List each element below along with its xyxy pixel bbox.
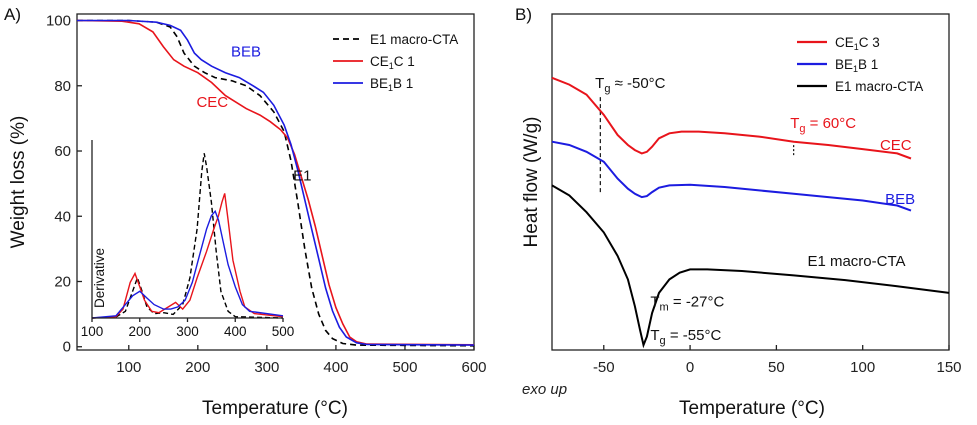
panel-a-annotation-cec: CEC [196,94,228,111]
inset-x-tick-label: 500 [272,324,295,339]
panel-a-legend-label: BE1B 1 [370,76,413,93]
panel-a-annotations: BEB CEC E1 [196,43,311,184]
panel-b-series-e1-macro-cta [551,184,950,349]
panel-b-annotation: Tg ≈ -50°C [595,75,666,95]
inset-x-tick-label: 300 [176,324,199,339]
panel-b-exo-up-label: exo up [522,381,567,398]
inset-x-tick-label: 200 [128,324,151,339]
panel-b-x-tick-label: 100 [850,359,875,376]
panel-b-label: B) [515,5,532,24]
panel-b-series [551,76,950,349]
panel-a-series [76,19,475,347]
panel-b-annotation: Tg = 60°C [790,115,856,135]
inset-series-ce1c-1 [91,193,284,319]
panel-b-series-be1b-1 [551,140,912,212]
panel-b-x-axis-title: Temperature (°C) [679,398,825,419]
panel-b-legend-label: CE1C 3 [835,35,880,52]
panel-a-y-ticks: 0 20 40 60 80 100 [46,13,82,356]
panel-b-plot-frame [551,13,950,351]
panel-a-y-tick-label: 0 [63,339,71,356]
inset-series-be1b-1 [91,209,284,319]
panel-a-legend: E1 macro-CTA CE1C 1 BE1B 1 [333,32,458,93]
panel-b-legend: CE1C 3 BE1B 1 E1 macro-CTA [797,35,923,94]
panel-b-annotation: BEB [885,191,915,208]
panel-a-x-tick-label: 300 [254,359,279,376]
panel-a-y-tick-label: 20 [54,273,71,290]
panel-a-series-e1-macro-cta [77,19,475,347]
panel-a-x-tick-label: 200 [185,359,210,376]
panel-a-annotation-e1: E1 [293,167,311,184]
panel-b: B) -50 0 50 100 150 Temperature (°C) exo up … [515,5,962,419]
panel-a-x-ticks: 100 200 300 400 500 600 [116,345,487,376]
panel-b-annotation: CEC [880,137,912,154]
panel-a-y-tick-label: 60 [54,143,71,160]
panel-a-y-axis-title: Weight loss (%) [8,116,29,249]
panel-b-series-ce1c-3 [551,76,912,160]
panel-b-x-tick-label: 50 [768,359,785,376]
panel-b-x-tick-label: -50 [593,359,615,376]
panel-a-inset: 100 200 300 400 500 Derivative [81,140,295,339]
panel-b-tg-markers [599,94,795,193]
panel-a-legend-label: CE1C 1 [370,54,415,71]
inset-x-tick-label: 400 [224,324,247,339]
panel-a-y-tick-label: 40 [54,208,71,225]
panel-b-x-ticks: -50 0 50 100 150 [593,345,962,376]
panel-b-legend-label: BE1B 1 [835,57,878,74]
panel-a-legend-label: E1 macro-CTA [370,32,458,47]
panel-b-annotation: E1 macro-CTA [807,253,905,270]
panel-a-y-tick-label: 80 [54,78,71,95]
panel-a-x-tick-label: 100 [116,359,141,376]
panel-a-series-be1b-1 [77,19,475,346]
panel-a-series-ce1c-1 [76,19,475,346]
inset-x-ticks: 100 200 300 400 500 [81,318,295,339]
panel-b-annotations: Tg ≈ -50°C Tg = 60°C CEC BEB E1 macro-CTA Tm … [595,75,915,347]
panel-b-annotation: Tg = -55°C [650,327,721,347]
panel-a-x-tick-label: 400 [323,359,348,376]
panel-b-x-tick-label: 0 [686,359,694,376]
panel-b-x-tick-label: 150 [936,359,961,376]
panel-a-x-tick-label: 500 [392,359,417,376]
panel-a-x-axis-title: Temperature (°C) [202,398,348,419]
panel-b-annotation: Tm = -27°C [650,293,724,313]
panel-b-legend-label: E1 macro-CTA [835,79,923,94]
panel-a-label: A) [4,5,21,24]
inset-y-axis-title: Derivative [92,248,107,308]
panel-a: A) 100 200 300 400 500 600 0 20 40 60 80 100 Tempe… [4,5,487,419]
inset-x-tick-label: 100 [81,324,104,339]
panel-a-x-tick-label: 600 [461,359,486,376]
inset-series [91,153,284,319]
panel-a-plot-frame [76,13,475,351]
panel-a-y-tick-label: 100 [46,13,71,30]
panel-a-annotation-beb: BEB [231,43,261,60]
panel-b-y-axis-title: Heat flow (W/g) [521,117,542,248]
